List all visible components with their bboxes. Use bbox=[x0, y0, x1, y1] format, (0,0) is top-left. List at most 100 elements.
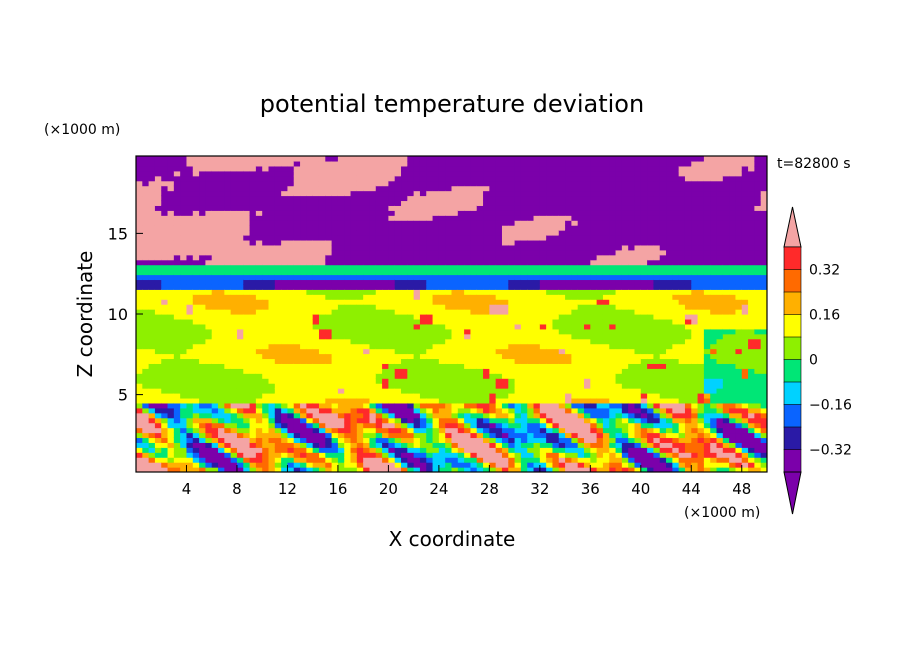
field-cell bbox=[218, 269, 225, 276]
field-cell bbox=[337, 210, 345, 216]
field-cell bbox=[274, 264, 282, 271]
field-cell bbox=[558, 452, 566, 458]
field-cell bbox=[199, 289, 207, 295]
field-cell bbox=[476, 358, 484, 364]
field-cell bbox=[407, 309, 415, 315]
field-cell bbox=[167, 299, 175, 305]
field-cell bbox=[508, 259, 516, 266]
field-cell bbox=[249, 452, 257, 458]
field-cell bbox=[205, 210, 213, 216]
field-cell bbox=[274, 210, 282, 216]
field-cell bbox=[318, 244, 326, 251]
field-cell bbox=[249, 274, 257, 281]
field-cell bbox=[142, 190, 150, 197]
field-cell bbox=[495, 239, 503, 246]
field-cell bbox=[274, 373, 282, 379]
field-cell bbox=[501, 417, 509, 424]
field-cell bbox=[142, 318, 150, 325]
field-cell bbox=[621, 383, 629, 389]
field-cell bbox=[268, 175, 276, 182]
field-cell bbox=[609, 220, 617, 226]
field-cell bbox=[356, 289, 364, 295]
field-cell bbox=[205, 383, 213, 389]
field-cell bbox=[312, 235, 320, 241]
field-cell bbox=[161, 279, 169, 285]
field-cell bbox=[508, 185, 516, 192]
field-cell bbox=[457, 239, 465, 246]
field-cell bbox=[590, 462, 598, 468]
field-cell bbox=[394, 170, 402, 177]
field-cell bbox=[539, 259, 547, 266]
field-cell bbox=[401, 314, 408, 320]
field-cell bbox=[161, 210, 169, 216]
field-cell bbox=[539, 427, 547, 434]
field-cell bbox=[445, 205, 453, 211]
field-cell bbox=[546, 185, 554, 192]
field-cell bbox=[457, 195, 465, 202]
field-cell bbox=[577, 205, 585, 211]
field-cell bbox=[167, 230, 175, 236]
field-cell bbox=[192, 343, 200, 350]
field-cell bbox=[344, 348, 352, 355]
field-cell bbox=[236, 195, 244, 202]
field-cell bbox=[192, 180, 200, 187]
field-cell bbox=[470, 225, 478, 231]
field-cell bbox=[218, 407, 225, 414]
field-cell bbox=[192, 338, 200, 345]
field-cell bbox=[394, 368, 402, 374]
field-cell bbox=[432, 185, 440, 192]
field-cell bbox=[394, 309, 402, 315]
field-cell bbox=[596, 363, 604, 369]
field-cell bbox=[495, 304, 503, 310]
field-cell bbox=[419, 402, 427, 409]
field-cell bbox=[331, 417, 339, 424]
field-cell bbox=[331, 160, 339, 167]
field-cell bbox=[457, 338, 465, 345]
field-cell bbox=[527, 269, 535, 276]
field-cell bbox=[584, 180, 591, 187]
field-cell bbox=[558, 304, 566, 310]
field-cell bbox=[514, 427, 522, 434]
field-cell bbox=[136, 195, 143, 202]
field-cell bbox=[596, 407, 604, 414]
field-cell bbox=[571, 452, 579, 458]
field-cell bbox=[375, 447, 383, 453]
field-cell bbox=[300, 333, 307, 340]
field-cell bbox=[514, 289, 522, 295]
field-cell bbox=[584, 452, 591, 458]
field-cell bbox=[527, 368, 535, 374]
field-cell bbox=[192, 220, 200, 226]
field-cell bbox=[621, 432, 629, 439]
field-cell bbox=[419, 289, 427, 295]
field-cell bbox=[287, 417, 295, 424]
field-cell bbox=[236, 427, 244, 434]
field-cell bbox=[331, 269, 339, 276]
field-cell bbox=[457, 294, 465, 300]
field-cell bbox=[609, 363, 617, 369]
field-cell bbox=[419, 244, 427, 251]
field-cell bbox=[136, 358, 143, 364]
field-cell bbox=[527, 284, 535, 290]
field-cell bbox=[584, 328, 591, 335]
field-cell bbox=[596, 264, 604, 271]
field-cell bbox=[154, 180, 162, 187]
field-cell bbox=[571, 363, 579, 369]
field-cell bbox=[609, 467, 617, 472]
field-cell bbox=[520, 249, 528, 256]
field-cell bbox=[325, 170, 333, 177]
field-cell bbox=[621, 358, 629, 364]
field-cell bbox=[520, 239, 528, 246]
field-cell bbox=[136, 353, 143, 360]
field-cell bbox=[483, 205, 490, 211]
field-cell bbox=[255, 239, 263, 246]
field-cell bbox=[602, 442, 610, 448]
field-cell bbox=[558, 269, 566, 276]
field-cell bbox=[451, 215, 459, 221]
field-cell bbox=[199, 294, 207, 300]
field-cell bbox=[451, 407, 459, 414]
field-cell bbox=[173, 210, 181, 216]
field-cell bbox=[596, 447, 604, 453]
field-cell bbox=[609, 318, 617, 325]
field-cell bbox=[401, 235, 408, 241]
field-cell bbox=[356, 422, 364, 429]
